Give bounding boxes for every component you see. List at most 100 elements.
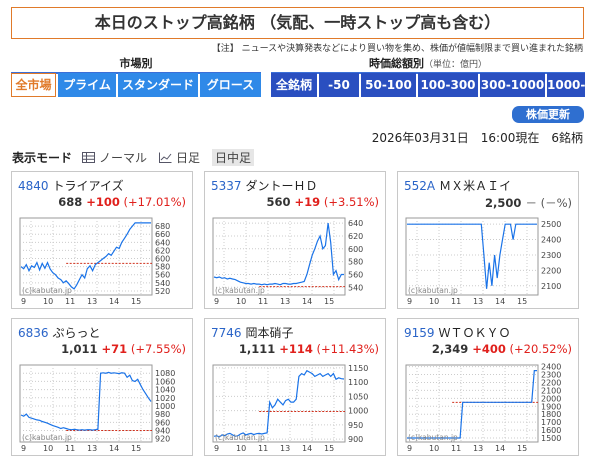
market-button-standard[interactable]: スタンダード bbox=[118, 73, 198, 97]
x-tick-label: 11 bbox=[451, 297, 461, 305]
stock-card[interactable]: 4840 トライアイズ 688 +100 (+17.01%) 9 10 11 13 14 15 52… bbox=[11, 171, 193, 309]
y-tick-label: 960 bbox=[155, 418, 170, 427]
mode-intraday[interactable]: 日中足 bbox=[212, 149, 255, 166]
x-tick-label: 15 bbox=[324, 444, 334, 452]
y-tick-label: 2300 bbox=[541, 251, 561, 260]
stock-card[interactable]: 5337 ダントーＨＤ 560 +19 (+3.51%) 9 10 11 13 14 15 540 5… bbox=[204, 171, 386, 309]
stock-card[interactable]: 6836 ぷらっと 1,011 +71 (+7.55%) 9 10 11 13 14 15 920 9… bbox=[11, 318, 193, 456]
note-text: 【注】 ニュースや決算発表などにより買い物を集め、株価が値幅制限まで買い進まれた… bbox=[211, 44, 583, 54]
y-tick-label: 1000 bbox=[348, 407, 368, 416]
watermark: (c)kabutan.jp bbox=[22, 433, 72, 442]
y-tick-label: 1040 bbox=[155, 386, 175, 395]
line-chart-icon bbox=[159, 152, 172, 163]
x-tick-label: 13 bbox=[473, 297, 483, 305]
y-tick-label: 1900 bbox=[541, 402, 561, 411]
y-tick-label: 580 bbox=[155, 263, 170, 272]
y-tick-label: 1080 bbox=[155, 369, 175, 378]
market-button-growth[interactable]: グロース bbox=[200, 73, 261, 97]
mode-daily-label: 日足 bbox=[176, 151, 201, 165]
x-tick-label: 9 bbox=[214, 444, 219, 452]
mode-normal[interactable]: ノーマル bbox=[82, 149, 147, 166]
stock-card[interactable]: 552A ＭＸ米ＡＩイ 2,500 － (－%) 9 10 11 13 14 15 2100 2200… bbox=[397, 171, 579, 309]
y-tick-label: 2100 bbox=[541, 282, 561, 291]
stock-change-percent: (+11.43%) bbox=[316, 342, 379, 356]
y-tick-label: 600 bbox=[155, 255, 170, 264]
stock-code[interactable]: 9159 bbox=[404, 326, 435, 340]
plot-area bbox=[212, 217, 346, 296]
cap-button-50-100[interactable]: 50-100 bbox=[361, 73, 416, 97]
market-filter: 全市場 プライム スタンダード グロース bbox=[11, 73, 263, 97]
y-tick-label: 1500 bbox=[541, 434, 561, 443]
stock-change: － bbox=[525, 196, 537, 210]
x-tick-label: 14 bbox=[109, 297, 119, 305]
y-tick-label: 1600 bbox=[541, 426, 561, 435]
x-tick-label: 14 bbox=[302, 444, 312, 452]
stock-change: +19 bbox=[294, 195, 321, 209]
stock-header: 7746 岡本硝子 bbox=[211, 324, 294, 341]
stock-code[interactable]: 5337 bbox=[211, 179, 242, 193]
y-tick-label: 580 bbox=[348, 258, 363, 267]
stock-price: 2,349 bbox=[431, 342, 469, 356]
x-tick-label: 9 bbox=[407, 297, 412, 305]
marketcap-heading: 時価総額別（単位：億円） bbox=[271, 55, 585, 74]
y-tick-label: 640 bbox=[155, 238, 170, 247]
price-line: 2,500 － (－%) bbox=[485, 195, 572, 211]
y-tick-label: 1700 bbox=[541, 418, 561, 427]
page-title: 本日のストップ高銘柄 （気配、一時ストップ高も含む） bbox=[11, 7, 584, 39]
y-tick-label: 1800 bbox=[541, 410, 561, 419]
marketcap-unit: （単位：億円） bbox=[423, 60, 487, 70]
watermark: (c)kabutan.jp bbox=[408, 433, 458, 442]
plot-area bbox=[19, 364, 153, 443]
market-button-all[interactable]: 全市場 bbox=[11, 73, 56, 97]
plot-area bbox=[212, 364, 346, 443]
stock-code[interactable]: 4840 bbox=[18, 179, 49, 193]
stock-name[interactable]: ＭＸ米ＡＩイ bbox=[439, 179, 512, 193]
price-line-series bbox=[20, 222, 151, 290]
stock-card[interactable]: 7746 岡本硝子 1,111 +114 (+11.43%) 9 10 11 13 14 15 90… bbox=[204, 318, 386, 456]
plot-area bbox=[405, 217, 539, 296]
stock-name[interactable]: 岡本硝子 bbox=[245, 326, 294, 340]
refresh-price-button[interactable]: 株価更新 bbox=[512, 106, 584, 123]
stock-code[interactable]: 552A bbox=[404, 179, 436, 193]
plot-area bbox=[405, 364, 539, 443]
price-line-series bbox=[20, 371, 152, 431]
price-line-series bbox=[213, 369, 345, 438]
stock-price: 1,011 bbox=[61, 342, 98, 356]
stock-code[interactable]: 7746 bbox=[211, 326, 242, 340]
stock-change-percent: (－%) bbox=[540, 196, 572, 210]
cap-button-under50[interactable]: -50 bbox=[319, 73, 359, 97]
cap-button-all[interactable]: 全銘柄 bbox=[271, 73, 317, 97]
x-tick-label: 13 bbox=[280, 297, 290, 305]
price-line: 1,111 +114 (+11.43%) bbox=[239, 342, 379, 356]
stock-name[interactable]: ダントーＨＤ bbox=[245, 179, 318, 193]
y-tick-label: 520 bbox=[155, 287, 170, 296]
y-tick-label: 2200 bbox=[541, 378, 561, 387]
y-tick-label: 2000 bbox=[541, 394, 561, 403]
stock-change-percent: (+3.51%) bbox=[323, 195, 379, 209]
stock-code[interactable]: 6836 bbox=[18, 326, 49, 340]
stock-name[interactable]: ＷＴＯＫＹＯ bbox=[438, 326, 511, 340]
y-tick-label: 2500 bbox=[541, 220, 561, 229]
market-heading: 市場別 bbox=[11, 55, 261, 74]
price-line-series bbox=[407, 223, 537, 289]
x-tick-label: 11 bbox=[65, 297, 75, 305]
stock-card[interactable]: 9159 ＷＴＯＫＹＯ 2,349 +400 (+20.52%) 9 10 11 13 14 15… bbox=[397, 318, 579, 456]
y-tick-label: 2300 bbox=[541, 371, 561, 380]
cap-button-300-1000[interactable]: 300-1000 bbox=[480, 73, 545, 97]
watermark: (c)kabutan.jp bbox=[215, 286, 265, 295]
x-tick-label: 13 bbox=[280, 444, 290, 452]
y-tick-label: 1150 bbox=[348, 364, 368, 373]
x-tick-label: 11 bbox=[65, 444, 75, 452]
cap-button-100-300[interactable]: 100-300 bbox=[418, 73, 478, 97]
cap-button-over1000[interactable]: 1000- bbox=[547, 73, 585, 97]
mode-daily[interactable]: 日足 bbox=[159, 149, 200, 166]
table-icon bbox=[82, 152, 96, 163]
stock-change-percent: (+20.52%) bbox=[509, 342, 572, 356]
y-tick-label: 620 bbox=[348, 232, 363, 241]
y-tick-label: 560 bbox=[348, 270, 363, 279]
stock-name[interactable]: トライアイズ bbox=[52, 179, 124, 193]
stock-name[interactable]: ぷらっと bbox=[52, 326, 101, 340]
y-tick-label: 540 bbox=[348, 283, 363, 292]
market-button-prime[interactable]: プライム bbox=[58, 73, 116, 97]
y-tick-label: 2400 bbox=[541, 236, 561, 245]
